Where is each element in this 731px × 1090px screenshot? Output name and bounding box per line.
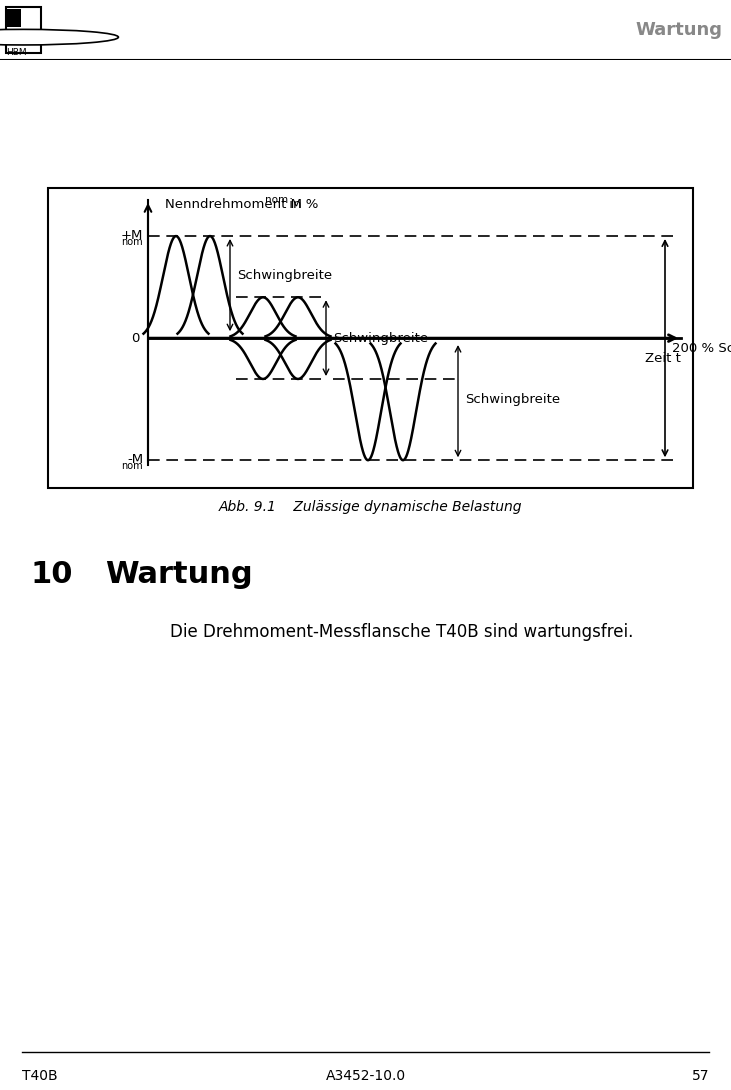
Text: 200 % Schwingbreite: 200 % Schwingbreite: [672, 341, 731, 354]
Text: Die Drehmoment-Messflansche T40B sind wartungsfrei.: Die Drehmoment-Messflansche T40B sind wa…: [170, 623, 633, 641]
Bar: [48, 189, 693, 488]
Bar: [7, 9, 21, 27]
Text: Zeit t: Zeit t: [645, 352, 681, 365]
Text: nom: nom: [121, 461, 143, 471]
Text: T40B: T40B: [22, 1068, 58, 1082]
Text: +M: +M: [121, 229, 143, 242]
Text: Wartung: Wartung: [105, 560, 253, 590]
Text: 57: 57: [692, 1068, 709, 1082]
Text: Wartung: Wartung: [635, 21, 722, 39]
Text: in %: in %: [285, 198, 319, 211]
Bar: [6, 8, 41, 52]
Text: nom: nom: [121, 237, 143, 247]
Text: -M: -M: [127, 452, 143, 465]
Text: Schwingbreite: Schwingbreite: [237, 268, 332, 281]
Circle shape: [0, 29, 118, 45]
Text: nom: nom: [265, 195, 288, 205]
Text: 0: 0: [132, 331, 140, 344]
Text: Schwingbreite: Schwingbreite: [333, 331, 428, 344]
Text: A3452-10.0: A3452-10.0: [325, 1068, 406, 1082]
Text: Schwingbreite: Schwingbreite: [465, 392, 560, 405]
Text: 10: 10: [30, 560, 72, 590]
Text: HBM: HBM: [6, 48, 26, 57]
Text: Abb. 9.1    Zulässige dynamische Belastung: Abb. 9.1 Zulässige dynamische Belastung: [219, 500, 522, 514]
Text: Nenndrehmoment M: Nenndrehmoment M: [165, 198, 302, 211]
